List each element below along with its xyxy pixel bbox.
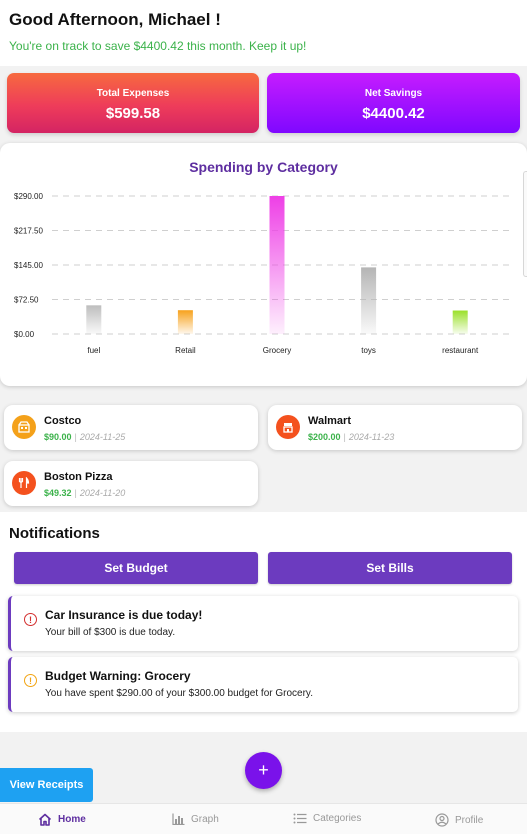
transaction-name: Costco: [44, 415, 82, 427]
profile-icon: [435, 813, 449, 827]
nav-label: Profile: [455, 814, 484, 826]
add-expense-button[interactable]: +: [245, 752, 282, 789]
set-bills-button[interactable]: Set Bills: [268, 552, 512, 584]
view-receipts-button[interactable]: View Receipts: [0, 768, 93, 802]
transaction-meta: $90.00 | 2024-11-25: [44, 432, 126, 442]
total-expenses-value: $599.58: [105, 105, 161, 122]
store-icon: [12, 415, 36, 439]
transaction-item[interactable]: Costco $90.00 | 2024-11-25: [4, 405, 258, 450]
chart-scroll-handle[interactable]: [523, 171, 527, 277]
bottom-navigation: Home Graph Categories Profile: [0, 803, 527, 834]
greeting-text: Good Afternoon, Michael !: [9, 10, 221, 29]
x-tick-label: Grocery: [263, 346, 291, 355]
alert-icon: !: [24, 613, 37, 626]
transaction-item[interactable]: Walmart $200.00 | 2024-11-23: [268, 405, 522, 450]
nav-item-profile[interactable]: Profile: [435, 813, 483, 827]
transaction-amount: $200.00: [308, 432, 341, 442]
nav-label: Home: [58, 814, 86, 825]
net-savings-card[interactable]: Net Savings $4400.42: [267, 73, 520, 133]
notification-title: Car Insurance is due today!: [45, 608, 203, 622]
x-tick-label: restaurant: [442, 346, 479, 355]
transaction-amount: $90.00: [44, 432, 72, 442]
notification-body: You have spent $290.00 of your $300.00 b…: [45, 688, 313, 699]
nav-label: Graph: [191, 813, 219, 825]
y-tick-label: $217.50: [14, 227, 43, 236]
bar-restaurant[interactable]: [452, 310, 468, 334]
transaction-name: Walmart: [308, 415, 351, 427]
nav-item-categories[interactable]: Categories: [293, 813, 361, 824]
spending-chart-card: Spending by Category $0.00 $72.50 $145.00 $…: [0, 143, 527, 386]
net-savings-value: $4400.42: [362, 105, 425, 122]
warning-icon: !: [24, 674, 37, 687]
transaction-date: 2024-11-25: [79, 432, 126, 442]
home-icon: [38, 813, 52, 826]
transaction-date: 2024-11-20: [79, 488, 126, 498]
total-expenses-card[interactable]: Total Expenses $599.58: [7, 73, 259, 133]
transaction-name: Boston Pizza: [44, 471, 113, 483]
y-tick-label: $145.00: [14, 261, 43, 270]
set-budget-button[interactable]: Set Budget: [14, 552, 258, 584]
nav-label: Categories: [313, 813, 362, 824]
spending-bar-chart: $0.00 $72.50 $145.00 $217.50 $290.00 fuel Reta…: [14, 192, 510, 355]
bar-retail[interactable]: [177, 310, 193, 334]
chart-title: Spending by Category: [189, 159, 338, 175]
x-tick-label: fuel: [87, 346, 100, 355]
notification-card[interactable]: ! Budget Warning: Grocery You have spent…: [8, 657, 518, 712]
bar-toys[interactable]: [361, 267, 377, 334]
notification-card[interactable]: ! Car Insurance is due today! Your bill …: [8, 596, 518, 651]
x-tick-label: toys: [361, 346, 376, 355]
total-expenses-label: Total Expenses: [96, 88, 170, 99]
restaurant-icon: [12, 471, 36, 495]
net-savings-label: Net Savings: [364, 88, 423, 99]
notifications-section: Notifications Set Budget Set Bills ! Car…: [0, 512, 527, 732]
nav-item-graph[interactable]: Graph: [172, 813, 219, 825]
transaction-meta: $49.32 | 2024-11-20: [44, 488, 126, 498]
shop-icon: [276, 415, 300, 439]
transaction-amount: $49.32: [44, 488, 72, 498]
bar-grocery[interactable]: [269, 196, 285, 334]
notification-title: Budget Warning: Grocery: [45, 669, 191, 683]
nav-item-home[interactable]: Home: [38, 813, 86, 826]
savings-message: You're on track to save $4400.42 this mo…: [9, 39, 307, 53]
notification-body: Your bill of $300 is due today.: [45, 627, 176, 638]
list-icon: [293, 813, 307, 824]
transaction-date: 2024-11-23: [348, 432, 395, 442]
y-tick-label: $290.00: [14, 192, 43, 201]
bar-chart-icon: [172, 813, 185, 825]
notifications-title: Notifications: [9, 525, 100, 542]
transaction-meta: $200.00 | 2024-11-23: [308, 432, 395, 442]
y-tick-label: $72.50: [14, 296, 39, 305]
bar-fuel[interactable]: [86, 305, 102, 334]
x-tick-label: Retail: [175, 346, 196, 355]
greeting-header: Good Afternoon, Michael ! You're on trac…: [0, 0, 527, 66]
transaction-item[interactable]: Boston Pizza $49.32 | 2024-11-20: [4, 461, 258, 506]
y-tick-label: $0.00: [14, 330, 35, 339]
